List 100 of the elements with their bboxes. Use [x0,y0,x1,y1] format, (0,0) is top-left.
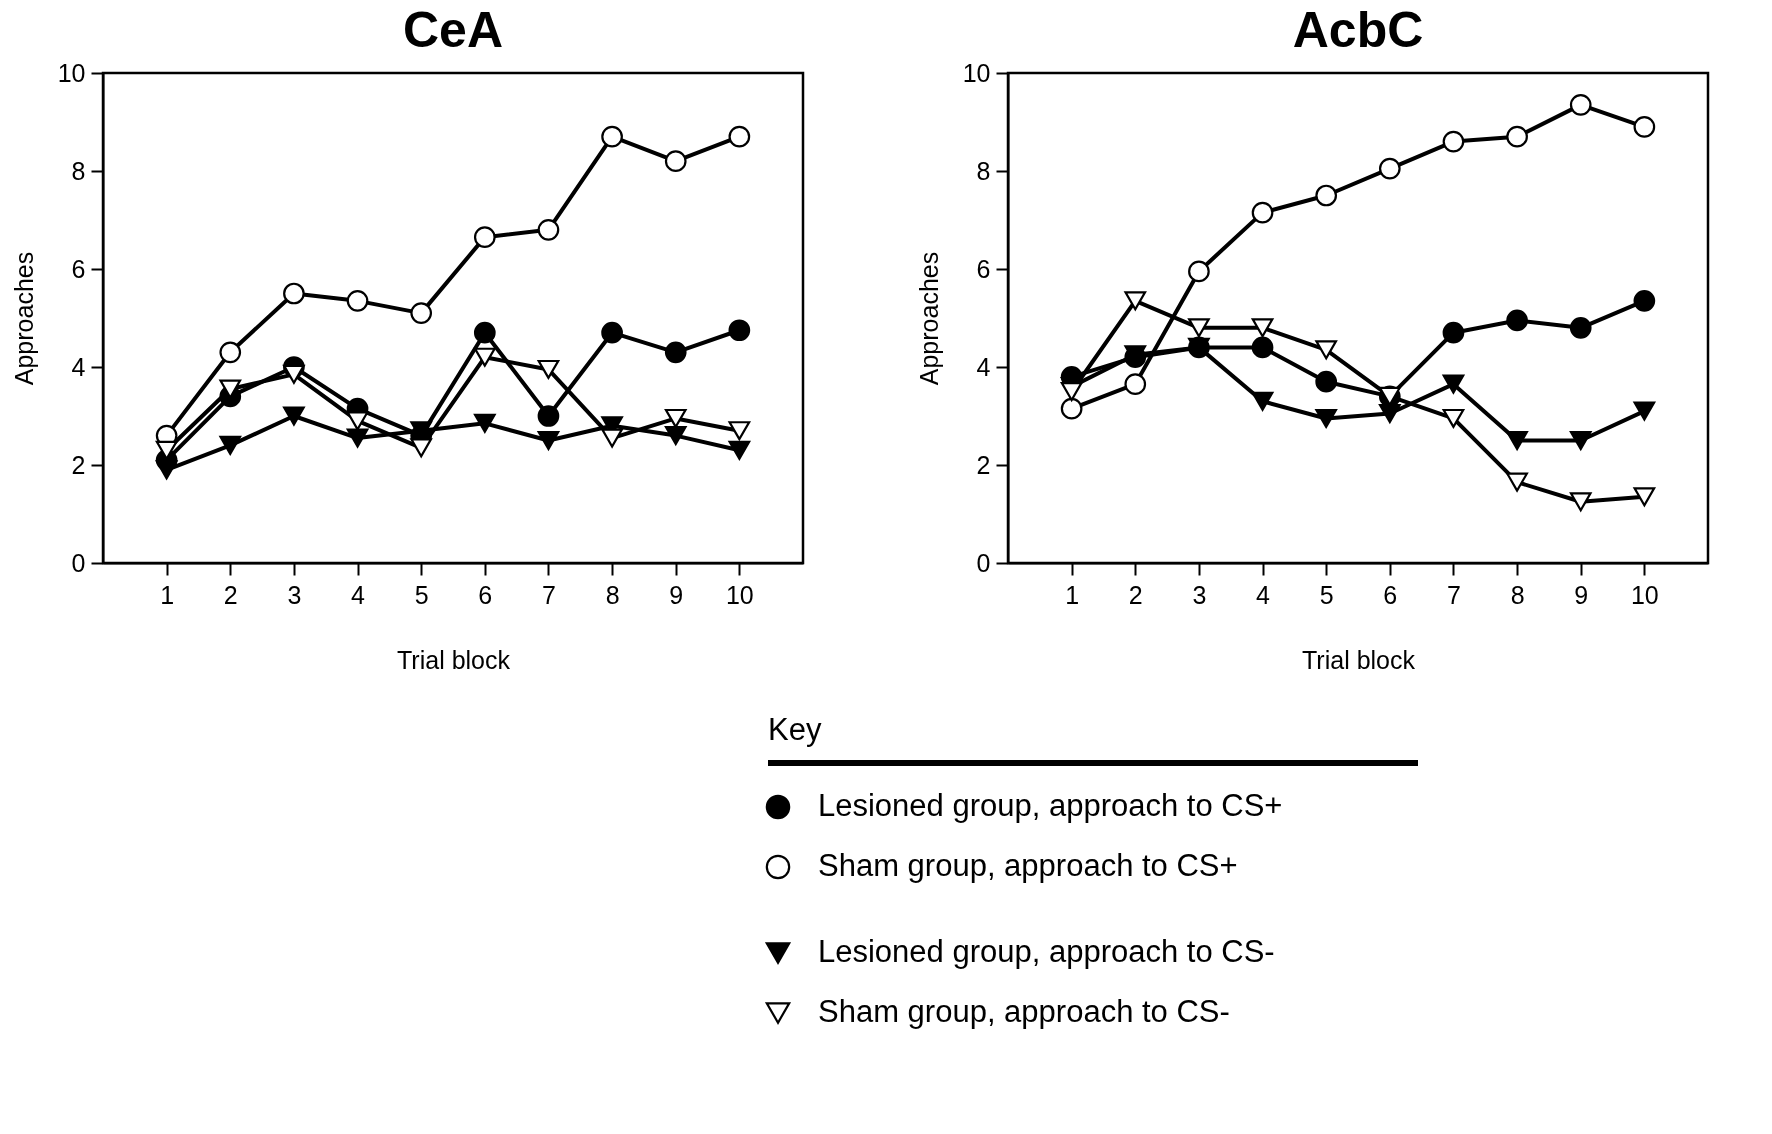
point [1060,381,1083,402]
x-tick-label: 9 [669,580,684,609]
point [1060,397,1083,420]
point [728,125,751,148]
point [1188,260,1210,283]
x-tick-label: 4 [1256,580,1271,609]
chart-title: AcbC [1292,2,1424,58]
point [1569,94,1592,116]
point [410,302,433,324]
y-tick-label: 10 [962,58,991,87]
point [283,364,305,384]
point [1378,404,1401,424]
y-tick-label: 0 [976,548,991,577]
point [473,347,496,367]
point [473,413,496,433]
x-tick-label: 3 [1192,580,1207,609]
point [1251,201,1274,224]
point [1315,340,1338,360]
point [1506,125,1528,148]
point [1251,318,1274,338]
point [1315,408,1338,428]
point [1506,309,1528,332]
legend-title: Key [768,712,822,747]
point [346,411,369,431]
point [283,406,305,426]
point [1506,430,1528,451]
point [1633,401,1656,421]
x-tick-label: 4 [351,580,366,609]
point [664,150,687,173]
point [1569,316,1592,339]
x-tick-label: 7 [1447,580,1461,609]
point [219,341,242,364]
point [664,408,687,428]
point [537,218,560,241]
point [537,430,560,451]
point [1124,373,1147,395]
point [537,405,560,427]
point [1569,430,1592,451]
point [1251,391,1274,411]
point [346,428,369,448]
point [1569,492,1592,512]
legend-label: Sham group, approach to CS+ [818,848,1238,883]
y-tick-label: 2 [71,450,86,479]
point [1188,318,1210,338]
point [1442,321,1465,344]
point [1315,184,1338,207]
x-tick-label: 2 [1128,580,1143,609]
point [346,290,369,312]
legend-label: Lesioned group, approach to CS+ [818,788,1283,823]
point [664,426,687,446]
point [728,319,751,342]
y-tick-label: 6 [976,254,991,283]
y-tick-label: 4 [976,352,991,381]
point [283,282,305,305]
x-axis-title: Trial block [397,645,511,674]
x-tick-label: 3 [287,580,302,609]
point [1442,130,1465,153]
y-tick-label: 0 [71,548,86,577]
point [1633,116,1656,138]
point [219,379,242,399]
point [155,460,178,480]
x-tick-label: 5 [1319,580,1334,609]
x-tick-label: 9 [1574,580,1589,609]
point [728,440,751,460]
x-tick-label: 6 [478,580,493,609]
legend-label: Sham group, approach to CS- [818,994,1230,1029]
y-tick-label: 2 [976,450,991,479]
legend-label: Lesioned group, approach to CS- [818,934,1275,969]
point [473,226,496,248]
x-tick-label: 6 [1383,580,1398,609]
x-axis-title: Trial block [1302,645,1416,674]
point [219,435,242,455]
y-tick-label: 4 [71,352,86,381]
x-tick-label: 10 [725,580,754,609]
x-tick-label: 5 [414,580,429,609]
chart-title: CeA [402,2,504,58]
x-tick-label: 10 [1630,580,1659,609]
point [1378,157,1401,180]
point [601,428,623,448]
point [1506,472,1528,492]
x-tick-label: 1 [1065,580,1080,609]
y-tick-label: 6 [71,254,86,283]
point [1315,370,1338,393]
point [1124,291,1147,311]
y-tick-label: 8 [976,156,991,185]
point [1633,290,1656,312]
point [537,359,560,379]
y-axis-title: Approaches [9,251,38,386]
point [601,125,623,148]
point [473,321,496,344]
x-tick-label: 1 [160,580,175,609]
point [1633,487,1656,507]
x-tick-label: 7 [542,580,556,609]
point [601,321,623,344]
x-tick-label: 2 [223,580,238,609]
point [728,421,751,441]
point [664,341,687,364]
point [1442,408,1465,428]
point [1251,336,1274,359]
y-tick-label: 10 [57,58,86,87]
